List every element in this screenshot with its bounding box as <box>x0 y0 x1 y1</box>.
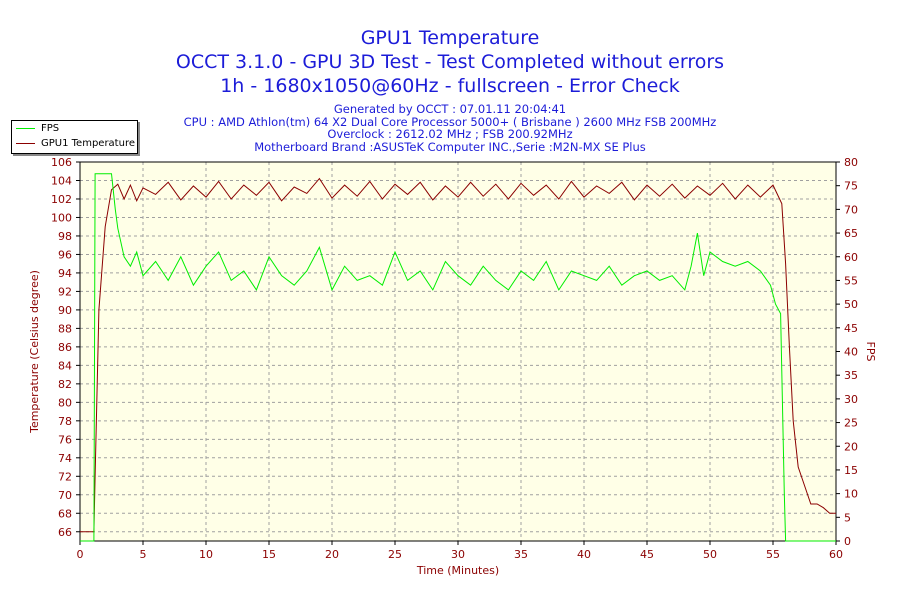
y-right-tick-label-30: 30 <box>844 393 858 406</box>
x-axis-label: Time (Minutes) <box>416 564 499 577</box>
y-left-tick-label-84: 84 <box>58 359 72 372</box>
info-overclock: Overclock : 2612.02 MHz ; FSB 200.92MHz <box>327 127 573 142</box>
y-axis-label-left: Temperature (Celsius degree) <box>28 270 41 434</box>
x-tick-label-10: 10 <box>199 548 213 561</box>
legend-swatch-fps <box>16 128 35 129</box>
y-right-tick-label-35: 35 <box>844 369 858 382</box>
y-right-tick-label-45: 45 <box>844 322 858 335</box>
y-right-tick-label-0: 0 <box>844 535 851 548</box>
y-left-tick-label-68: 68 <box>58 507 72 520</box>
info-generated: Generated by OCCT : 07.01.11 20:04:41 <box>333 102 567 116</box>
y-right-tick-label-20: 20 <box>844 440 858 453</box>
info-block: Generated by OCCT : 07.01.11 20:04:41 CP… <box>0 103 900 153</box>
x-tick-label-40: 40 <box>577 548 591 561</box>
y-left-tick-label-104: 104 <box>51 174 72 187</box>
y-right-tick-label-15: 15 <box>844 464 858 477</box>
x-tick-label-30: 30 <box>451 548 465 561</box>
y-left-tick-label-96: 96 <box>58 248 72 261</box>
y-right-tick-label-40: 40 <box>844 346 858 359</box>
info-cpu: CPU : AMD Athlon(tm) 64 X2 Dual Core Pro… <box>183 114 717 129</box>
y-left-tick-label-74: 74 <box>58 452 72 465</box>
y-right-tick-label-55: 55 <box>844 274 858 287</box>
y-left-tick-label-78: 78 <box>58 415 72 428</box>
y-left-tick-label-82: 82 <box>58 378 72 391</box>
x-tick-label-55: 55 <box>766 548 780 561</box>
y-left-tick-label-92: 92 <box>58 285 72 298</box>
y-right-tick-label-5: 5 <box>844 511 851 524</box>
y-left-tick-label-100: 100 <box>51 211 72 224</box>
legend-item-temperature: GPU1 Temperature <box>12 136 137 151</box>
y-right-tick-label-25: 25 <box>844 417 858 430</box>
x-tick-label-50: 50 <box>703 548 717 561</box>
y-left-tick-label-98: 98 <box>58 230 72 243</box>
legend-label-fps: FPS <box>41 123 60 134</box>
x-tick-label-0: 0 <box>77 548 84 561</box>
x-tick-label-5: 5 <box>140 548 147 561</box>
y-right-tick-label-65: 65 <box>844 227 858 240</box>
chart-subtitle-1: OCCT 3.1.0 - GPU 3D Test - Test Complete… <box>175 51 725 73</box>
x-tick-label-20: 20 <box>325 548 339 561</box>
y-left-tick-label-88: 88 <box>58 322 72 335</box>
plot-area <box>80 162 836 541</box>
y-right-tick-label-50: 50 <box>844 298 858 311</box>
y-left-tick-label-106: 106 <box>51 156 72 169</box>
x-tick-label-15: 15 <box>262 548 276 561</box>
chart-subtitle-2: 1h - 1680x1050@60Hz - fullscreen - Error… <box>220 75 680 97</box>
series-line-fps <box>80 173 836 542</box>
y-left-tick-label-70: 70 <box>58 489 72 502</box>
y-left-tick-label-66: 66 <box>58 526 72 539</box>
legend-item-fps: FPS <box>12 121 137 136</box>
legend: FPS GPU1 Temperature <box>11 120 138 154</box>
series-line-temperature <box>80 177 836 533</box>
y-left-tick-label-86: 86 <box>58 341 72 354</box>
x-tick-label-35: 35 <box>514 548 528 561</box>
info-motherboard: Motherboard Brand :ASUSTeK Computer INC.… <box>254 139 646 154</box>
y-right-tick-label-80: 80 <box>844 156 858 169</box>
legend-swatch-temperature <box>16 143 35 144</box>
y-left-tick-label-80: 80 <box>58 396 72 409</box>
chart-titles: GPU1 Temperature OCCT 3.1.0 - GPU 3D Tes… <box>0 26 900 153</box>
y-left-tick-label-102: 102 <box>51 193 72 206</box>
y-left-tick-label-90: 90 <box>58 304 72 317</box>
y-right-tick-label-75: 75 <box>844 180 858 193</box>
y-axis-label-right: FPS <box>864 342 877 362</box>
legend-label-temperature: GPU1 Temperature <box>41 138 135 149</box>
x-tick-label-60: 60 <box>829 548 843 561</box>
y-right-tick-label-10: 10 <box>844 488 858 501</box>
y-left-tick-label-76: 76 <box>58 433 72 446</box>
chart-title: GPU1 Temperature <box>360 27 540 49</box>
x-tick-label-45: 45 <box>640 548 654 561</box>
y-right-tick-label-70: 70 <box>844 203 858 216</box>
y-right-tick-label-60: 60 <box>844 251 858 264</box>
y-left-tick-label-72: 72 <box>58 470 72 483</box>
y-left-tick-label-94: 94 <box>58 267 72 280</box>
x-tick-label-25: 25 <box>388 548 402 561</box>
